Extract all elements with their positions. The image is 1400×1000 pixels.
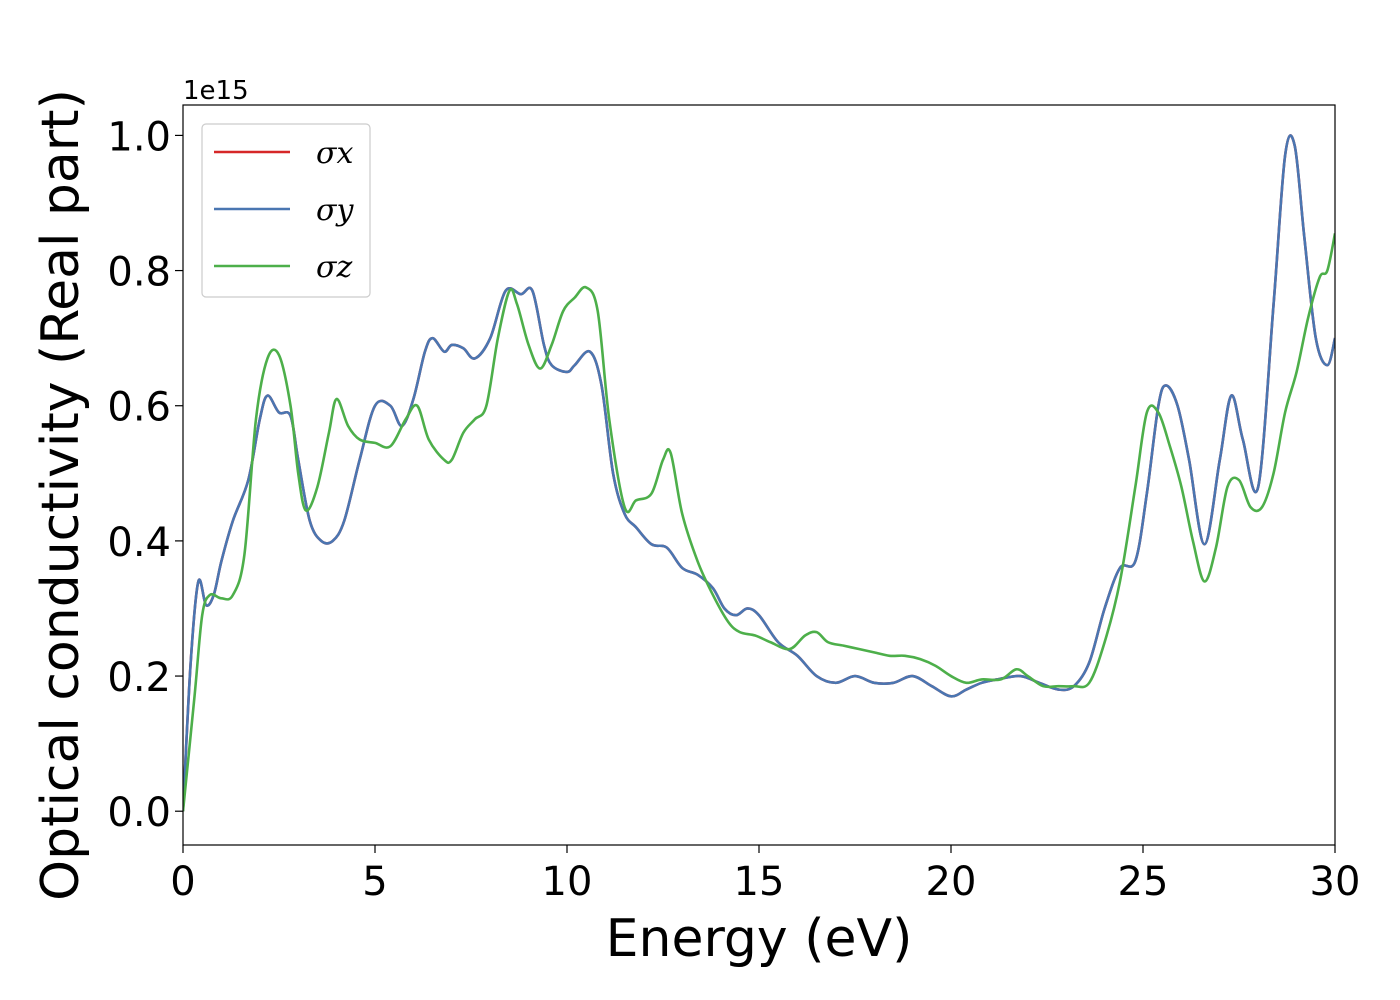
legend-label-3: σz	[316, 250, 352, 285]
x-tick-label: 15	[734, 859, 785, 905]
series-line-2	[183, 134, 1335, 812]
legend: σx σy σz	[201, 123, 371, 298]
y-tick-label: 0.8	[107, 250, 171, 296]
series-line-3	[183, 233, 1335, 812]
x-tick-label: 20	[926, 859, 977, 905]
x-tick-label: 0	[170, 859, 195, 905]
x-tick-label: 5	[362, 859, 387, 905]
y-tick-label: 0.4	[107, 520, 171, 566]
x-tick-label: 10	[542, 859, 593, 905]
x-tick-label: 30	[1310, 859, 1361, 905]
y-tick-label: 0.2	[107, 655, 171, 701]
legend-items: σx σy σz	[214, 136, 354, 285]
legend-label-2: σy	[316, 193, 354, 228]
y-tick-label: 0.0	[107, 790, 171, 836]
legend-box	[201, 123, 371, 298]
y-axis-ticks: 0.0 0.2 0.4 0.6 0.8 1.0	[107, 114, 183, 836]
x-axis-ticks: 0 5 10 15 20 25 30	[170, 845, 1360, 905]
y-axis-label: Optical conductivity (Real part)	[31, 89, 91, 901]
x-tick-label: 25	[1118, 859, 1169, 905]
y-tick-label: 1.0	[107, 114, 171, 160]
x-axis-label: Energy (eV)	[606, 909, 913, 969]
series-layer	[183, 134, 1335, 812]
legend-label-1: σx	[316, 136, 353, 171]
y-offset-label: 1e15	[183, 76, 249, 106]
y-tick-label: 0.6	[107, 385, 171, 431]
